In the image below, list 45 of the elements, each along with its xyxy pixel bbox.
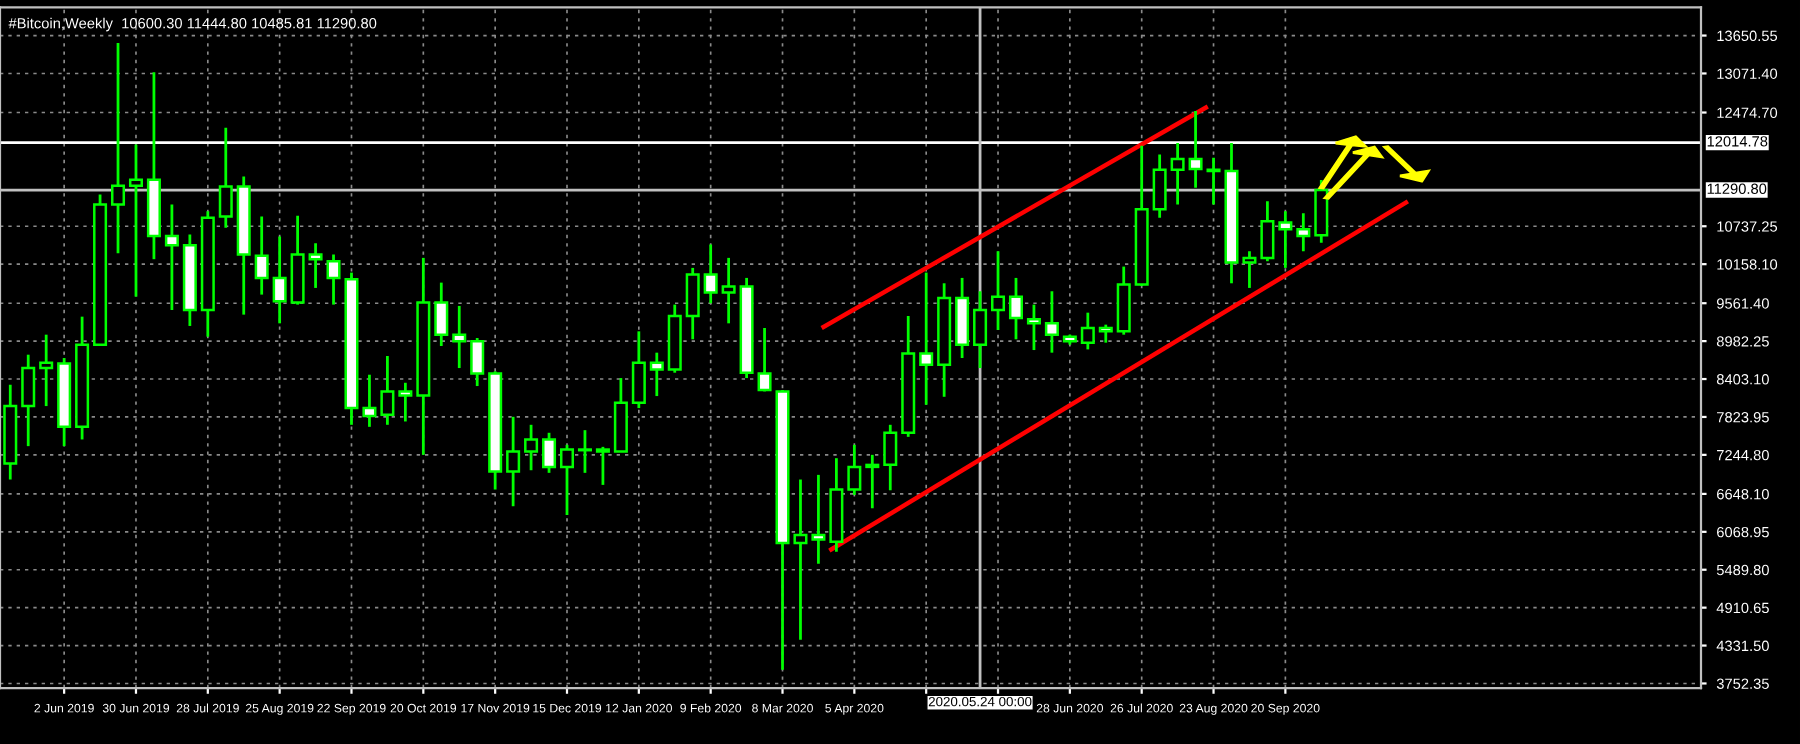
candlestick	[1026, 303, 1041, 352]
candlestick	[1314, 178, 1329, 245]
candlestick	[973, 289, 988, 370]
candlestick	[955, 276, 970, 360]
candlestick	[398, 381, 413, 423]
candlestick	[991, 249, 1006, 332]
candlestick	[1044, 289, 1059, 355]
candlestick	[164, 203, 179, 312]
candlestick	[470, 336, 485, 388]
candlestick	[128, 142, 143, 299]
candlestick	[1080, 311, 1095, 351]
candlestick	[21, 353, 36, 448]
candlestick	[811, 473, 826, 566]
candlestick	[1152, 153, 1167, 220]
candlestick	[1098, 323, 1113, 345]
candlestick	[452, 304, 467, 370]
candlestick	[703, 243, 718, 305]
candlestick	[506, 415, 521, 508]
candlestick	[542, 431, 557, 475]
candlestick	[577, 428, 592, 475]
candlestick	[595, 445, 610, 487]
candlestick	[272, 235, 287, 325]
candlestick	[649, 351, 664, 398]
candlestick	[1116, 265, 1131, 337]
candlestick	[218, 126, 233, 230]
candlestick	[1170, 141, 1185, 206]
candlestick	[111, 41, 126, 255]
candlestick	[685, 266, 700, 341]
candlestick	[631, 329, 646, 410]
candlestick	[308, 241, 323, 290]
candlestick	[434, 281, 449, 348]
candlestick	[721, 256, 736, 325]
candlestick	[1008, 276, 1023, 341]
candlestick	[919, 271, 934, 407]
candlestick	[883, 423, 898, 492]
candlestick	[1278, 209, 1293, 270]
candlestick	[254, 215, 269, 296]
candlestick	[865, 453, 880, 510]
candlestick	[39, 333, 54, 408]
candlestick	[1260, 199, 1275, 263]
candlestick	[524, 423, 539, 472]
candlestick	[847, 443, 862, 497]
candlestick	[380, 354, 395, 427]
candlestick	[559, 443, 575, 517]
candlestick	[1296, 211, 1311, 253]
